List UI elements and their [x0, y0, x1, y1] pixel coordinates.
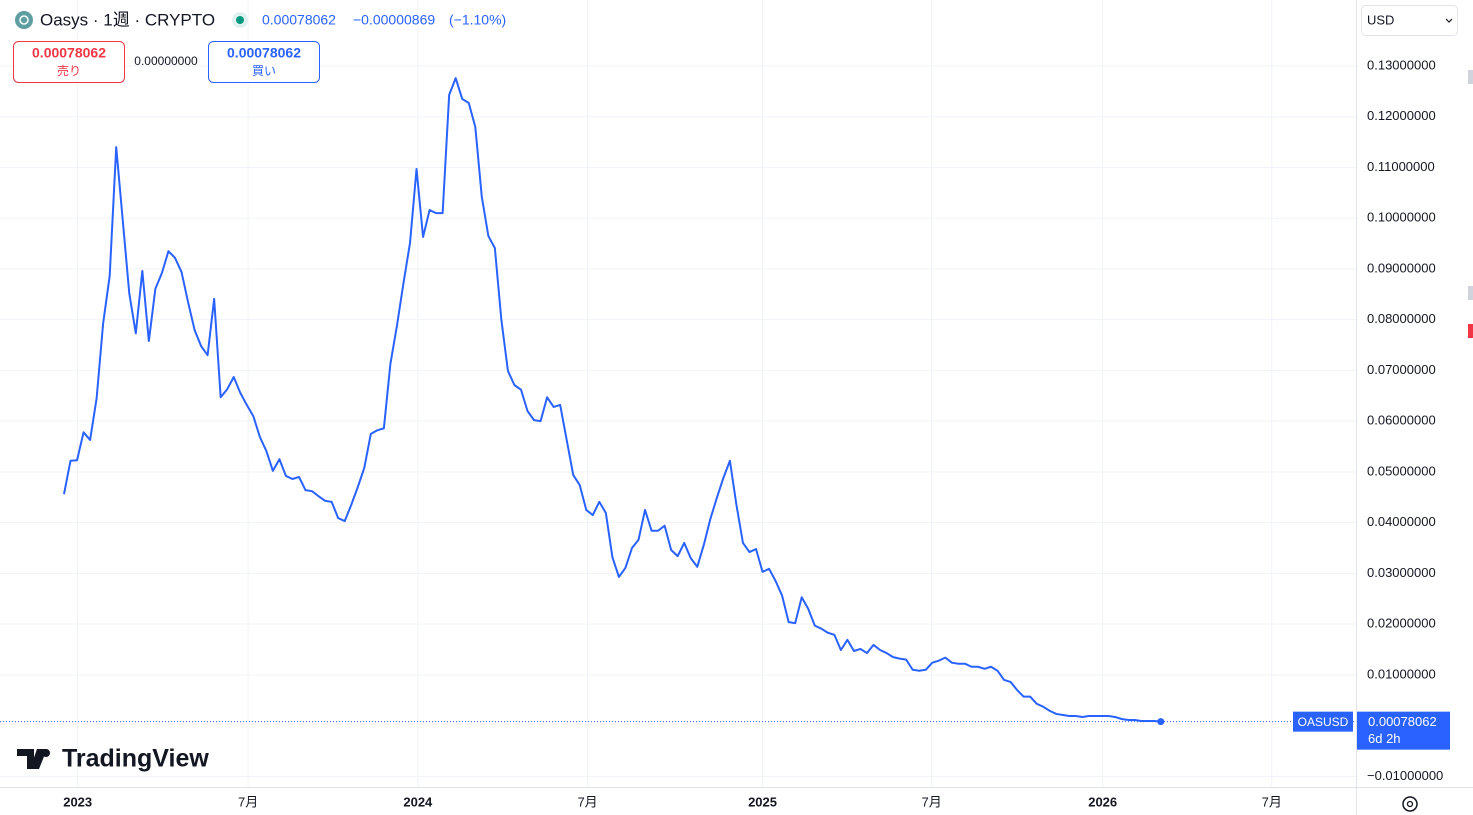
side-tab	[1468, 324, 1473, 338]
y-tick-label: 0.03000000	[1367, 565, 1436, 580]
plot	[0, 77, 1356, 726]
price-tag-label: 0.00078062	[1368, 714, 1437, 729]
side-tab	[1468, 286, 1473, 300]
y-tick-label: 0.02000000	[1367, 616, 1436, 631]
y-tick-label: 0.06000000	[1367, 413, 1436, 428]
y-tick-label: 0.11000000	[1367, 159, 1435, 174]
countdown: 6d 2h	[1368, 731, 1401, 746]
x-tick-label: 2026	[1088, 794, 1117, 809]
x-tick-label: 2025	[748, 794, 777, 809]
status-dot	[236, 16, 244, 24]
sell-price: 0.00078062	[32, 45, 106, 61]
y-tick-label: 0.10000000	[1367, 210, 1436, 225]
change: −0.00000869	[353, 12, 435, 28]
sell-button[interactable]	[13, 41, 125, 83]
brand: TradingView	[62, 745, 209, 773]
currency: USD	[1367, 12, 1394, 27]
grid	[0, 0, 1356, 787]
symbol-tag	[1293, 711, 1353, 732]
x-tick-label: 2023	[63, 794, 92, 809]
y-tick-label: 0.12000000	[1367, 108, 1436, 123]
change-pct: (−1.10%)	[449, 12, 506, 28]
y-tick-label: 0.01000000	[1367, 666, 1436, 681]
x-tick-label: 7月	[1262, 794, 1282, 809]
last-price: 0.00078062	[262, 12, 336, 28]
buy-price: 0.00078062	[227, 45, 301, 61]
buy-label: 買い	[252, 64, 276, 78]
price-line	[62, 77, 1161, 723]
side-tab	[1468, 70, 1473, 84]
buy-button[interactable]	[208, 41, 320, 83]
y-tick-label: 0.13000000	[1367, 57, 1436, 72]
price-tag	[1357, 711, 1450, 750]
last-point	[1157, 718, 1165, 726]
y-tick-label: −0.01000000	[1367, 768, 1443, 783]
y-tick-label: 0.09000000	[1367, 260, 1436, 275]
y-tick-label: 0.05000000	[1367, 463, 1436, 478]
axes: −0.01000000 0.01000000 0.02000000 0.0300000…	[63, 57, 1450, 809]
x-tick-label: 7月	[922, 794, 942, 809]
y-tick-label: 0.08000000	[1367, 311, 1436, 326]
symbol-tag-label: OASUSD	[1298, 715, 1349, 729]
currency-select[interactable]	[1361, 5, 1458, 36]
logo-dot	[42, 749, 50, 757]
symbol-title[interactable]: Oasys · 1週 · CRYPTO	[40, 10, 215, 29]
x-tick-label: 7月	[238, 794, 258, 809]
y-tick-label: 0.07000000	[1367, 362, 1436, 377]
x-tick-label: 7月	[577, 794, 597, 809]
symbol-icon-mark	[19, 15, 29, 25]
dropdown-arrow	[1445, 18, 1453, 23]
sell-label: 売り	[57, 63, 81, 78]
settings-icon	[1406, 800, 1414, 808]
symbol-icon	[15, 11, 33, 29]
settings-button[interactable]	[1402, 796, 1418, 812]
spread: 0.00000000	[134, 54, 198, 68]
y-tick-label: 0.04000000	[1367, 514, 1436, 529]
logo-mark	[17, 749, 47, 769]
x-tick-label: 2024	[403, 794, 433, 809]
